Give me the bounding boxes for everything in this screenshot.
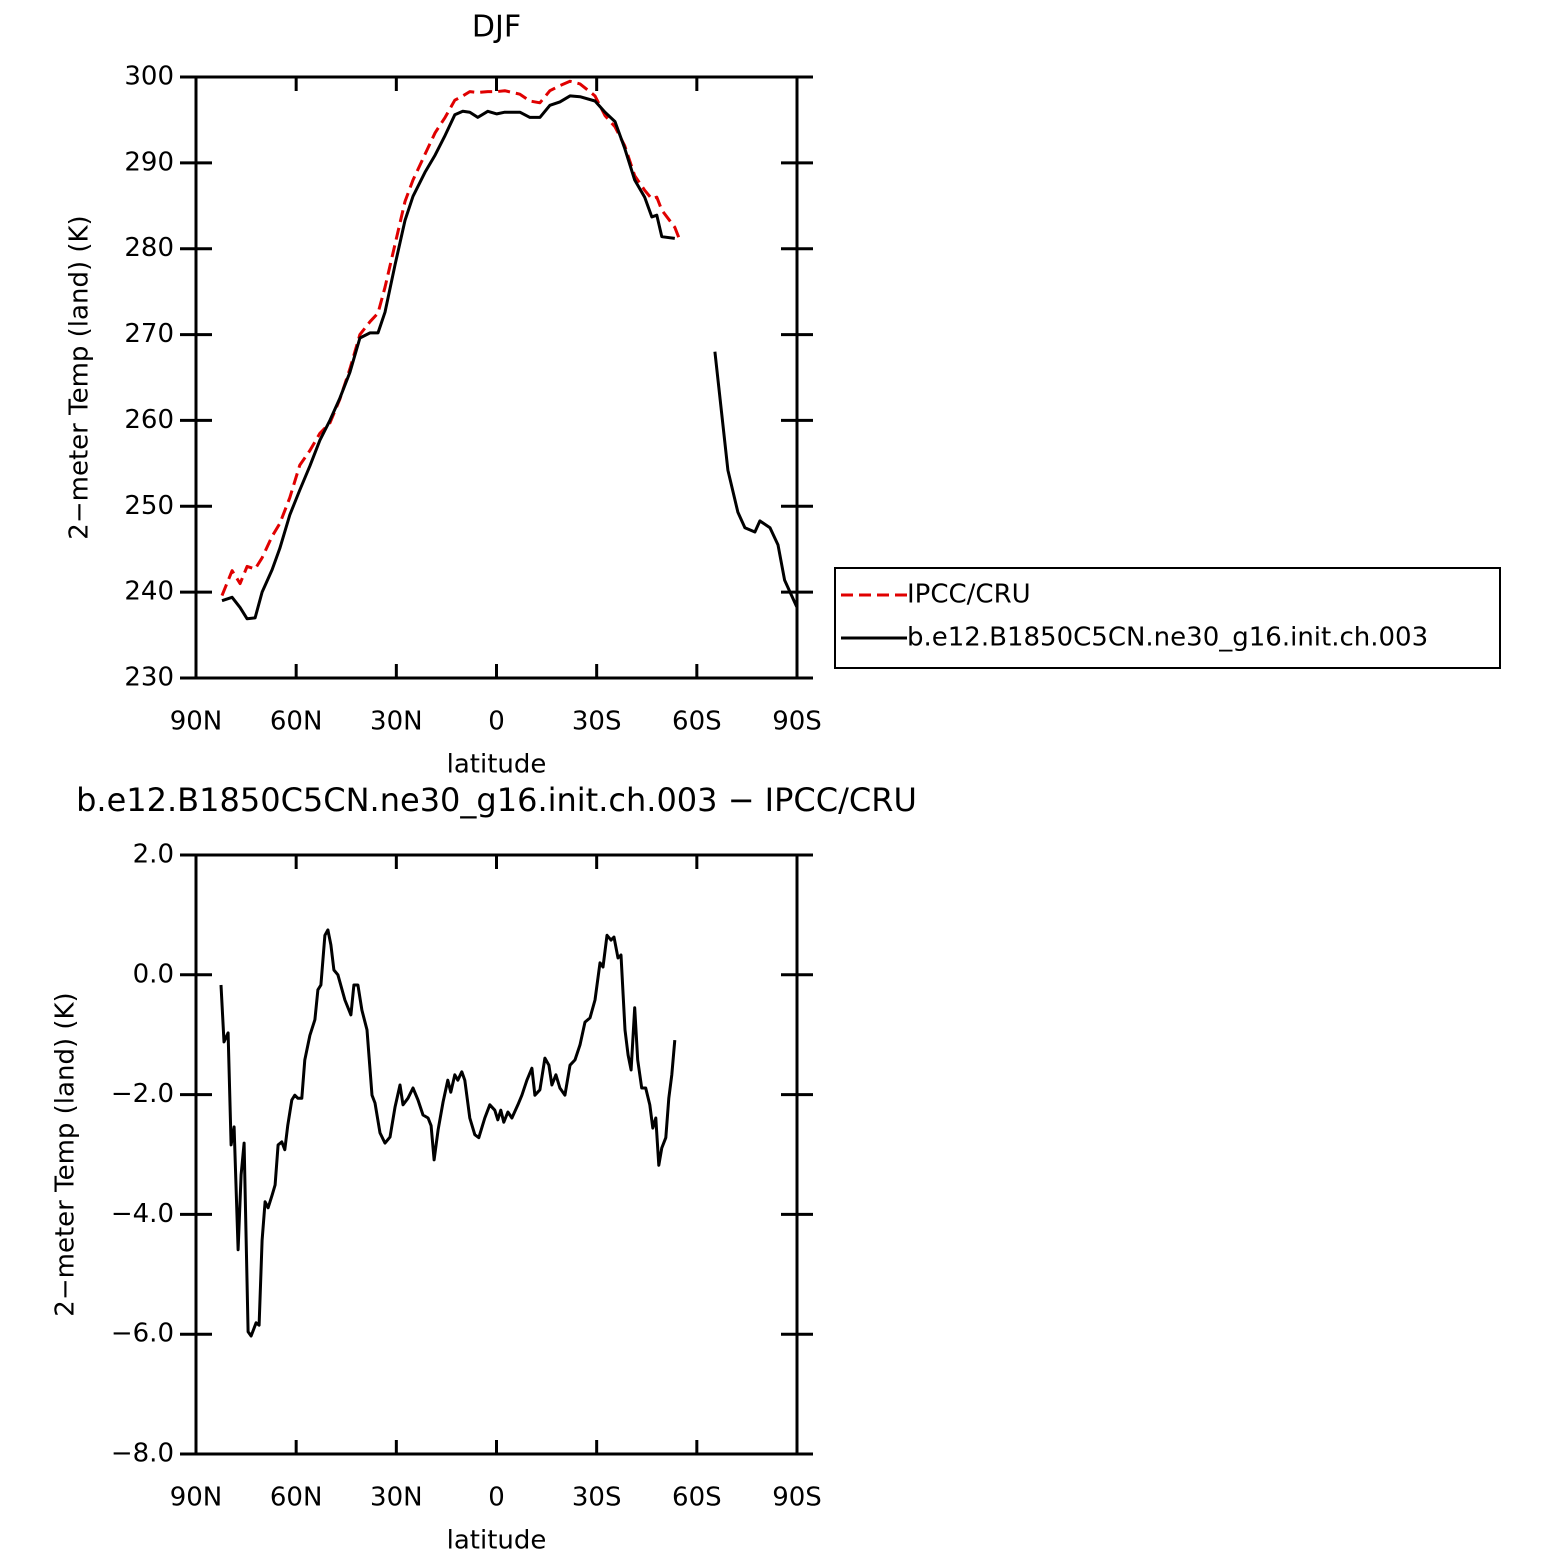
series-line (219, 928, 677, 1338)
y-tick-label: −8.0 (111, 1439, 174, 1469)
y-tick-label: 290 (124, 147, 174, 177)
y-axis-label: 2−meter Temp (land) (K) (51, 992, 81, 1316)
x-tick-label: 90N (170, 1483, 223, 1513)
chart-title: DJF (472, 10, 521, 45)
y-tick-label: 240 (124, 577, 174, 607)
legend-label: b.e12.B1850C5CN.ne30_g16.init.ch.003 (907, 623, 1428, 653)
series-line (220, 79, 682, 597)
y-tick-label: 280 (124, 233, 174, 263)
x-tick-label: 60N (270, 707, 323, 737)
plot-frame (194, 75, 799, 680)
x-tick-label: 90S (772, 707, 822, 737)
plot-frame (194, 853, 799, 1456)
x-tick-label: 30S (572, 707, 622, 737)
y-axis-label: 2−meter Temp (land) (K) (65, 215, 95, 539)
y-tick-label: 250 (124, 491, 174, 521)
x-tick-label: 60S (672, 707, 722, 737)
y-tick-label: −2.0 (111, 1079, 174, 1109)
y-tick-label: 0.0 (133, 959, 174, 989)
legend-box (834, 567, 1501, 669)
series-line (221, 94, 799, 621)
y-tick-label: −4.0 (111, 1199, 174, 1229)
y-tick-label: 270 (124, 319, 174, 349)
x-tick-label: 90N (170, 707, 223, 737)
x-tick-label: 30N (370, 707, 423, 737)
chart-title: b.e12.B1850C5CN.ne30_g16.init.ch.003 − I… (76, 781, 917, 819)
y-tick-label: 300 (124, 62, 174, 92)
y-tick-label: 260 (124, 405, 174, 435)
x-axis-label: latitude (447, 750, 547, 780)
x-tick-label: 60S (672, 1483, 722, 1513)
x-tick-label: 30N (370, 1483, 423, 1513)
x-tick-label: 60N (270, 1483, 323, 1513)
legend-label: IPCC/CRU (907, 580, 1031, 610)
y-tick-label: −6.0 (111, 1319, 174, 1349)
x-axis-label: latitude (447, 1526, 547, 1556)
x-tick-label: 0 (488, 707, 505, 737)
y-tick-label: 230 (124, 663, 174, 693)
x-tick-label: 30S (572, 1483, 622, 1513)
y-tick-label: 2.0 (133, 840, 174, 870)
x-tick-label: 90S (772, 1483, 822, 1513)
x-tick-label: 0 (488, 1483, 505, 1513)
